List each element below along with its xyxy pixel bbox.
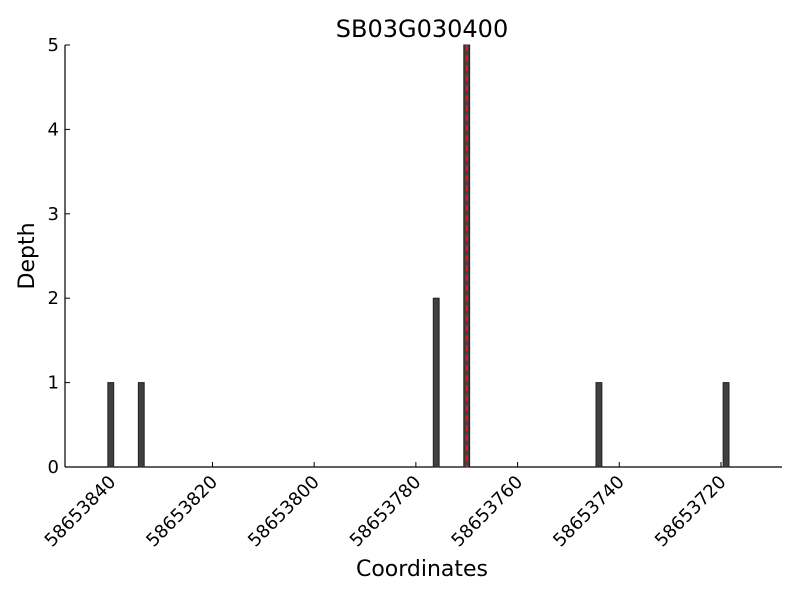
bar <box>432 297 440 468</box>
y-tick-label: 3 <box>48 204 59 225</box>
x-tick-label: 58653760 <box>447 472 527 552</box>
y-tick-label: 5 <box>48 35 59 56</box>
y-tick-label: 1 <box>48 373 59 394</box>
bar <box>107 382 115 468</box>
x-tick-label: 58653720 <box>651 472 731 552</box>
x-tick-label: 58653780 <box>346 472 426 552</box>
x-tick-label: 58653800 <box>244 472 324 552</box>
bar <box>595 382 603 468</box>
y-tick-label: 0 <box>48 457 59 478</box>
bar <box>722 382 730 468</box>
y-tick-label: 2 <box>48 288 59 309</box>
chart-title: SB03G030400 <box>336 15 508 43</box>
y-tick-label: 4 <box>48 119 59 140</box>
x-axis-label: Coordinates <box>356 557 488 582</box>
x-tick-label: 58653740 <box>549 472 629 552</box>
y-axis-label: Depth <box>15 222 40 289</box>
bar <box>137 382 145 468</box>
x-tick-label: 58653840 <box>41 472 121 552</box>
x-tick-label: 58653820 <box>142 472 222 552</box>
